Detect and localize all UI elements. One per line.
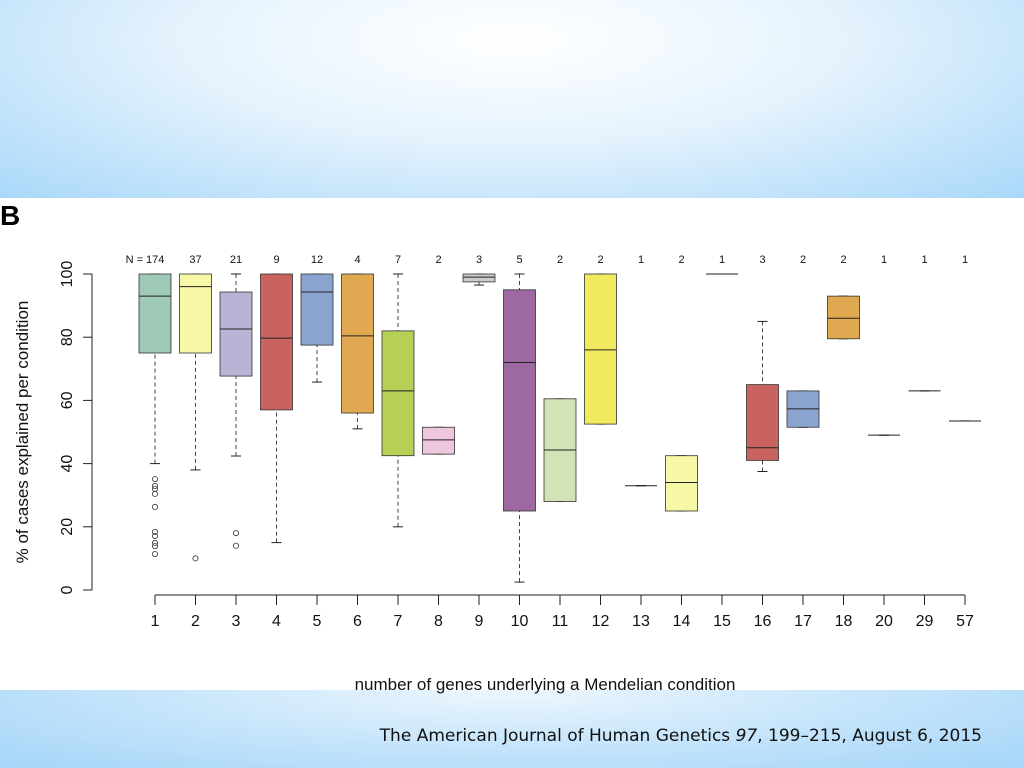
x-tick-label: 12 xyxy=(592,613,610,630)
footer-band xyxy=(0,690,1024,768)
n-label: 37 xyxy=(189,254,201,266)
outlier xyxy=(151,539,158,546)
x-tick-label: 17 xyxy=(794,613,812,630)
outlier xyxy=(232,542,239,549)
box xyxy=(422,426,455,455)
n-label: 2 xyxy=(678,254,684,266)
outlier xyxy=(151,543,158,550)
x-tick-label: 6 xyxy=(353,613,362,630)
n-label: 1 xyxy=(962,254,968,266)
n-label: 2 xyxy=(435,254,441,266)
box xyxy=(746,384,779,461)
n-label: 2 xyxy=(557,254,563,266)
journal: The American Journal of Human Genetics xyxy=(379,726,731,746)
volume: 97 xyxy=(735,726,758,746)
outlier xyxy=(232,530,239,537)
outlier xyxy=(151,503,158,510)
x-tick-label: 3 xyxy=(232,613,241,630)
n-label: 12 xyxy=(311,254,323,266)
x-tick-label: 8 xyxy=(434,613,443,630)
x-tick-label: 2 xyxy=(191,613,200,630)
x-tick-label: 7 xyxy=(394,613,403,630)
panel-label: B xyxy=(0,200,21,231)
box xyxy=(665,455,698,512)
x-tick-label: 18 xyxy=(835,613,853,630)
outlier xyxy=(151,550,158,557)
box xyxy=(827,295,860,340)
box xyxy=(584,273,617,425)
n-label: 2 xyxy=(800,254,806,266)
n-label: 3 xyxy=(476,254,482,266)
x-tick-label: 5 xyxy=(313,613,322,630)
n-label: 21 xyxy=(230,254,242,266)
box xyxy=(503,289,536,512)
n-label: 1 xyxy=(638,254,644,266)
n-label: 2 xyxy=(840,254,846,266)
x-tick-label: 4 xyxy=(272,613,281,630)
header-band xyxy=(0,0,1024,198)
n-label: N = 174 xyxy=(126,254,165,266)
outlier xyxy=(151,476,158,483)
x-tick-label: 10 xyxy=(511,613,529,630)
x-axis-label: number of genes underlying a Mendelian c… xyxy=(355,675,736,694)
n-label: 7 xyxy=(395,254,401,266)
box xyxy=(341,273,374,414)
y-tick-label: 80 xyxy=(59,328,76,346)
box xyxy=(179,273,212,354)
x-tick-label: 20 xyxy=(875,613,893,630)
x-tick-label: 16 xyxy=(754,613,772,630)
box xyxy=(300,273,334,346)
y-tick-label: 100 xyxy=(59,261,76,288)
y-tick-label: 60 xyxy=(59,391,76,409)
n-label: 1 xyxy=(881,254,887,266)
box xyxy=(219,291,253,377)
x-tick-label: 11 xyxy=(552,613,569,630)
outlier xyxy=(151,528,158,535)
x-tick-label: 13 xyxy=(632,613,650,630)
outlier xyxy=(151,532,158,539)
outlier xyxy=(192,555,199,562)
y-axis-label: % of cases explained per condition xyxy=(13,301,32,564)
x-tick-label: 29 xyxy=(916,613,934,630)
box xyxy=(381,330,415,457)
x-tick-label: 15 xyxy=(713,613,731,630)
n-label: 1 xyxy=(921,254,927,266)
x-tick-label: 1 xyxy=(151,613,160,630)
citation: The American Journal of Human Genetics 9… xyxy=(380,726,982,746)
box xyxy=(260,273,293,411)
y-tick-label: 20 xyxy=(59,518,76,536)
x-tick-label: 9 xyxy=(475,613,484,630)
box xyxy=(138,273,172,354)
x-tick-label: 57 xyxy=(956,613,974,630)
n-label: 4 xyxy=(354,254,360,266)
n-label: 5 xyxy=(516,254,522,266)
x-tick-label: 14 xyxy=(673,613,691,630)
n-label: 3 xyxy=(759,254,765,266)
box xyxy=(462,273,496,283)
y-tick-label: 0 xyxy=(59,585,76,594)
n-label: 2 xyxy=(597,254,603,266)
y-tick-label: 40 xyxy=(59,455,76,473)
n-label: 9 xyxy=(273,254,279,266)
outlier xyxy=(151,483,158,490)
pages-date: , 199–215, August 6, 2015 xyxy=(757,726,982,746)
n-label: 1 xyxy=(719,254,725,266)
outlier xyxy=(151,490,158,497)
